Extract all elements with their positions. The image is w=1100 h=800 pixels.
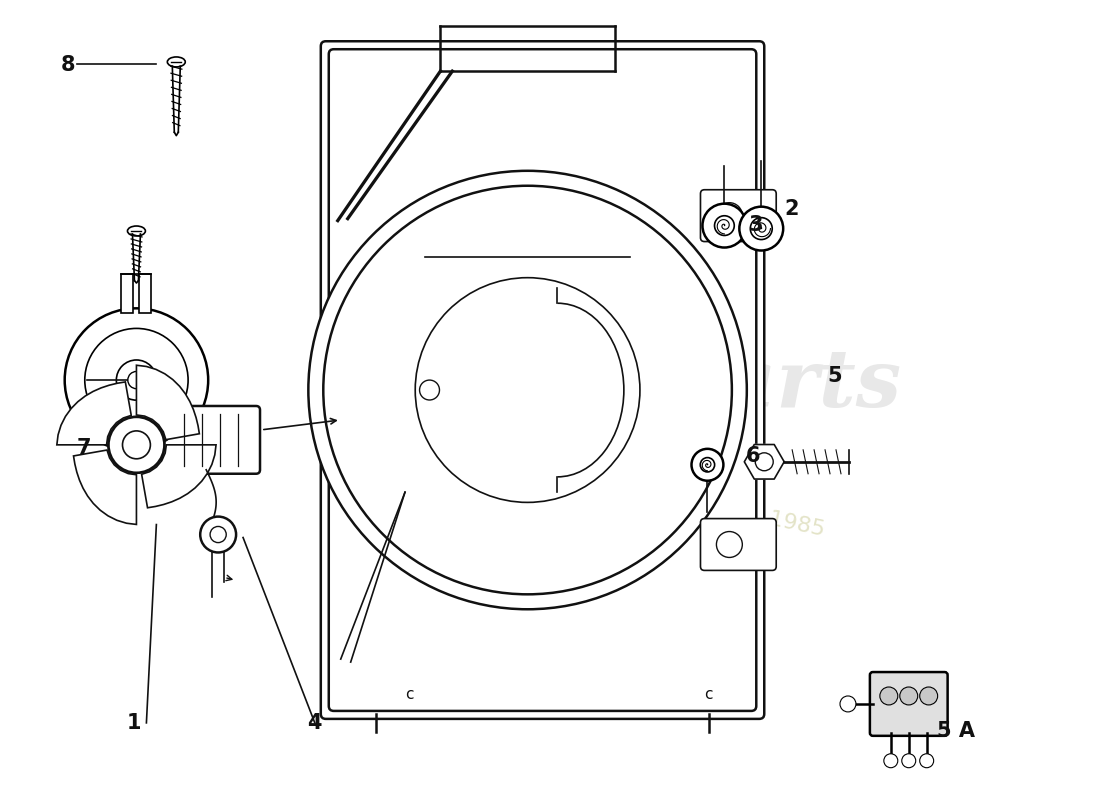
Polygon shape (136, 366, 199, 440)
Circle shape (701, 458, 715, 472)
Circle shape (415, 278, 640, 502)
Text: 8: 8 (60, 55, 75, 75)
Text: 1: 1 (126, 713, 141, 733)
Circle shape (692, 449, 724, 481)
Circle shape (308, 170, 747, 610)
Bar (121, 274, 133, 314)
Circle shape (117, 360, 156, 400)
Text: c: c (406, 687, 414, 702)
Bar (140, 274, 152, 314)
Text: 3: 3 (749, 214, 763, 234)
Text: 4: 4 (307, 713, 321, 733)
Circle shape (128, 371, 145, 389)
Circle shape (323, 186, 732, 594)
Circle shape (756, 453, 773, 470)
Circle shape (703, 204, 746, 247)
Text: 2: 2 (784, 198, 799, 218)
Text: a passion for parts since 1985: a passion for parts since 1985 (493, 451, 826, 541)
Text: 7: 7 (77, 438, 91, 458)
Circle shape (900, 687, 917, 705)
Circle shape (920, 687, 937, 705)
Circle shape (902, 754, 915, 768)
FancyBboxPatch shape (163, 406, 260, 474)
Circle shape (716, 202, 742, 229)
Text: europarts: europarts (462, 346, 901, 423)
Circle shape (122, 431, 151, 458)
FancyBboxPatch shape (321, 42, 764, 719)
Text: c: c (704, 687, 713, 702)
Circle shape (739, 206, 783, 250)
Circle shape (109, 417, 164, 473)
Circle shape (210, 526, 227, 542)
Ellipse shape (167, 57, 185, 67)
Text: 6: 6 (746, 446, 760, 466)
Circle shape (65, 308, 208, 452)
Polygon shape (745, 445, 784, 479)
Polygon shape (74, 450, 136, 525)
Circle shape (109, 417, 164, 473)
Circle shape (715, 216, 735, 235)
Circle shape (716, 531, 742, 558)
FancyBboxPatch shape (329, 50, 757, 711)
Circle shape (85, 329, 188, 432)
Circle shape (419, 380, 440, 400)
Circle shape (840, 696, 856, 712)
Text: 5: 5 (827, 366, 843, 386)
Circle shape (750, 218, 772, 239)
Circle shape (883, 754, 898, 768)
Polygon shape (142, 445, 216, 508)
Circle shape (920, 754, 934, 768)
Text: 5 A: 5 A (936, 721, 975, 741)
Circle shape (880, 687, 898, 705)
Ellipse shape (128, 226, 145, 236)
FancyBboxPatch shape (870, 672, 947, 736)
Circle shape (200, 517, 236, 553)
FancyBboxPatch shape (701, 190, 777, 242)
Polygon shape (57, 382, 131, 445)
Circle shape (122, 431, 151, 458)
FancyBboxPatch shape (701, 518, 777, 570)
